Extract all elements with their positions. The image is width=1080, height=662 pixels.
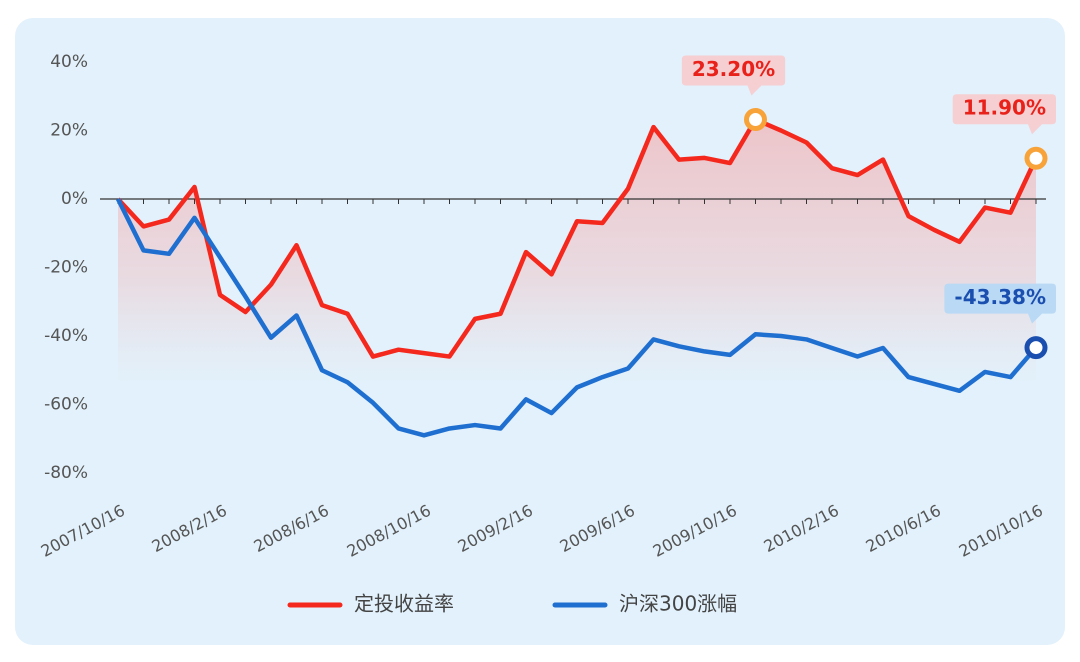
value-label-text: 11.90% bbox=[963, 96, 1046, 120]
point-marker bbox=[1024, 146, 1048, 170]
value-label: 23.20% bbox=[681, 55, 786, 96]
value-label-text: 23.20% bbox=[692, 57, 775, 81]
y-tick-label: -40% bbox=[44, 326, 88, 346]
series-line bbox=[116, 117, 1039, 359]
point-marker bbox=[1024, 336, 1048, 360]
point-marker bbox=[744, 108, 767, 132]
value-label: -43.38% bbox=[944, 283, 1056, 324]
value-label: 11.90% bbox=[952, 94, 1056, 135]
label-box bbox=[944, 283, 1056, 324]
label-box bbox=[952, 94, 1056, 135]
series-line bbox=[115, 197, 1038, 438]
y-tick-label: 20% bbox=[50, 121, 88, 141]
y-tick-label: 0% bbox=[61, 189, 88, 209]
label-box bbox=[681, 55, 786, 96]
y-tick-label: -80% bbox=[44, 463, 88, 483]
legend-label: 沪深300涨幅 bbox=[619, 592, 737, 616]
legend-label: 定投收益率 bbox=[354, 592, 454, 616]
y-tick-label: 40% bbox=[50, 52, 88, 72]
y-tick-label: -20% bbox=[44, 258, 88, 278]
value-label-text: -43.38% bbox=[954, 285, 1046, 309]
y-tick-label: -60% bbox=[44, 395, 88, 415]
